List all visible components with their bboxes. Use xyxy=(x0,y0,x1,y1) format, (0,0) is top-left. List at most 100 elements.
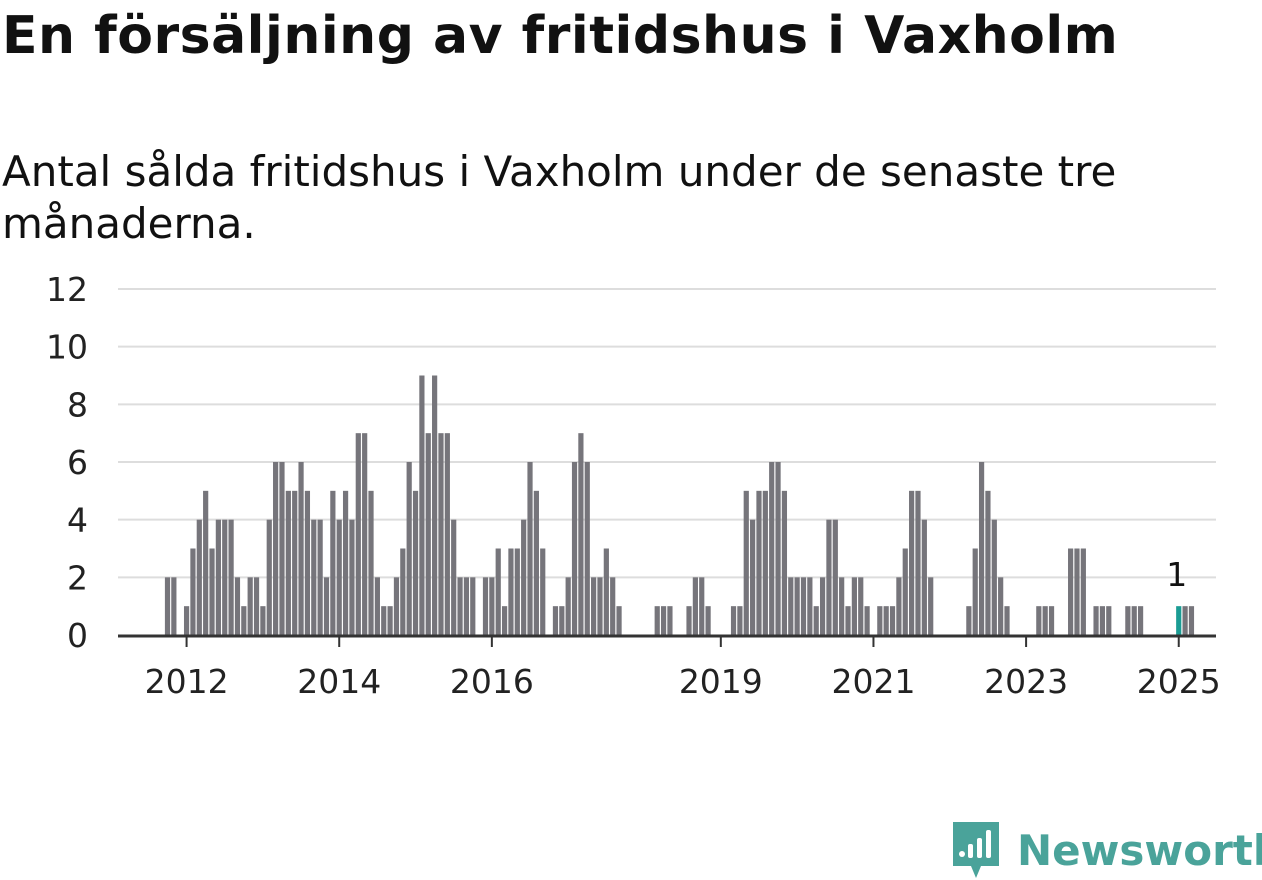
x-tick-label: 2023 xyxy=(984,662,1068,701)
bar xyxy=(610,577,616,635)
bar xyxy=(330,490,336,635)
bar xyxy=(730,606,737,635)
newsworthy-logo-icon xyxy=(953,822,999,878)
bar xyxy=(571,462,578,635)
bar xyxy=(1093,606,1099,635)
bar xyxy=(482,577,489,635)
bar xyxy=(743,490,749,635)
bar xyxy=(603,548,609,635)
bar xyxy=(419,375,425,635)
bar xyxy=(1004,606,1010,635)
bar xyxy=(928,577,934,635)
bar xyxy=(317,519,323,635)
bar xyxy=(699,577,705,635)
bar xyxy=(501,606,508,635)
bar xyxy=(686,606,692,635)
bar xyxy=(260,606,266,635)
bar xyxy=(247,577,253,635)
bar xyxy=(998,577,1004,635)
bar xyxy=(788,577,794,635)
x-tick-label: 2016 xyxy=(450,662,534,701)
bar xyxy=(463,577,470,635)
bar xyxy=(597,577,603,635)
bar xyxy=(279,462,285,635)
bar xyxy=(845,606,851,635)
bar xyxy=(222,519,228,635)
y-tick-label: 4 xyxy=(67,501,88,540)
y-tick-label: 6 xyxy=(67,443,88,482)
bar xyxy=(521,519,527,635)
bar xyxy=(578,433,584,635)
bar xyxy=(800,577,807,635)
bar xyxy=(667,606,673,635)
bar xyxy=(508,548,514,635)
bar xyxy=(902,548,908,635)
bar xyxy=(1042,606,1048,635)
bar xyxy=(1131,606,1137,635)
bar xyxy=(298,462,304,635)
chart-subtitle: Antal sålda fritidshus i Vaxholm under d… xyxy=(2,147,1117,248)
bar xyxy=(978,462,985,635)
bar xyxy=(565,577,571,635)
bar xyxy=(1068,548,1074,635)
bar xyxy=(495,548,501,635)
bar xyxy=(896,577,902,635)
bar xyxy=(991,519,997,635)
y-axis-tick-labels: 0 2 4 6 8 10 12 xyxy=(46,270,88,655)
bar xyxy=(807,577,813,635)
x-tick-label: 2019 xyxy=(679,662,763,701)
bar xyxy=(387,606,393,635)
bar xyxy=(552,606,559,635)
bar xyxy=(781,490,788,635)
bar xyxy=(737,606,743,635)
bar xyxy=(660,606,667,635)
bar xyxy=(832,519,838,635)
bar xyxy=(591,577,597,635)
bar xyxy=(559,606,565,635)
bars xyxy=(164,375,1195,635)
bar xyxy=(1048,606,1055,635)
bar xyxy=(304,490,311,635)
bar xyxy=(889,606,896,635)
bar xyxy=(323,577,330,635)
bar xyxy=(451,519,457,635)
bar xyxy=(851,577,857,635)
chart-title: En försäljning av fritidshus i Vaxholm xyxy=(2,6,1119,66)
bar xyxy=(756,490,762,635)
bar xyxy=(470,577,476,635)
bar xyxy=(1137,606,1144,635)
bar xyxy=(1099,606,1106,635)
bar xyxy=(826,519,832,635)
bar xyxy=(972,548,978,635)
bar xyxy=(527,462,533,635)
bar xyxy=(285,490,291,635)
bar xyxy=(266,519,272,635)
bar xyxy=(253,577,260,635)
bar xyxy=(432,375,438,635)
bar xyxy=(196,519,202,635)
bar xyxy=(1182,606,1188,635)
x-tick-label: 2014 xyxy=(297,662,381,701)
bar xyxy=(412,490,419,635)
bar xyxy=(1080,548,1086,635)
bar xyxy=(241,606,247,635)
bar xyxy=(362,433,368,635)
bar xyxy=(1036,606,1042,635)
bar xyxy=(839,577,845,635)
bar xyxy=(393,577,400,635)
bar xyxy=(750,519,756,635)
bar xyxy=(374,577,380,635)
bar-chart: 0 2 4 6 8 10 12 2012 2014 2016 2019 2021 2023 2025 1 xyxy=(46,270,1221,701)
highlight-bar xyxy=(1176,606,1182,635)
bar xyxy=(336,519,342,635)
bar xyxy=(183,606,190,635)
bar xyxy=(654,606,660,635)
bar xyxy=(355,433,361,635)
bar xyxy=(203,490,209,635)
bar xyxy=(813,606,819,635)
bar xyxy=(769,462,775,635)
bar xyxy=(877,606,883,635)
bar xyxy=(349,519,355,635)
bar xyxy=(819,577,826,635)
bar xyxy=(215,519,221,635)
